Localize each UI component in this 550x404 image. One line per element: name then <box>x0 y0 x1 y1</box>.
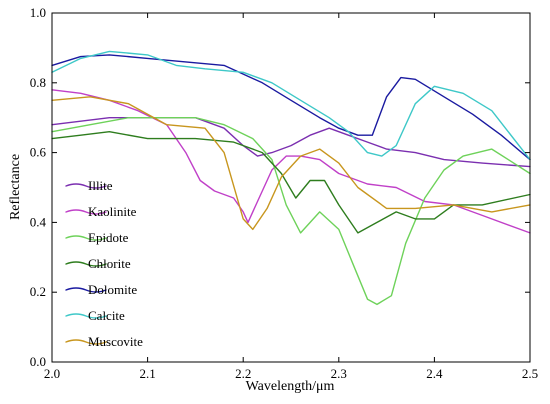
plot-frame <box>51 12 531 363</box>
legend-item-chlorite: Chlorite <box>65 256 131 271</box>
series-line-muscovite <box>51 96 531 231</box>
legend-swatch <box>65 209 107 215</box>
y-axis-label: Reflectance <box>8 154 23 220</box>
x-tick-label: 2.1 <box>139 366 155 381</box>
series-line-chlorite <box>51 131 531 234</box>
legend-item-dolomite: Dolomite <box>65 282 137 297</box>
series-line-calcite <box>51 50 531 161</box>
x-tick-label: 2.5 <box>522 366 538 381</box>
y-tick-label: 0.0 <box>30 354 46 369</box>
legend-label: Calcite <box>88 308 125 323</box>
legend-item-kaolinite: Kaolinite <box>65 204 137 219</box>
legend-item-epidote: Epidote <box>65 230 129 245</box>
x-tick-label: 2.4 <box>426 366 443 381</box>
legend-swatch <box>65 183 107 189</box>
legend-item-muscovite: Muscovite <box>65 334 143 349</box>
legend-swatch <box>65 261 107 267</box>
series-line-epidote <box>51 117 531 306</box>
x-axis-label: Wavelength/μm <box>246 379 335 394</box>
legend-label: Muscovite <box>88 334 143 349</box>
x-tick-label: 2.0 <box>44 366 60 381</box>
legend-label: Kaolinite <box>88 204 137 219</box>
legend-item-calcite: Calcite <box>65 308 125 323</box>
y-tick-label: 0.8 <box>30 75 46 90</box>
y-tick-label: 1.0 <box>30 5 46 20</box>
legend-label: Dolomite <box>88 282 137 297</box>
legend-label: Chlorite <box>88 256 131 271</box>
legend-label: Illite <box>88 178 113 193</box>
legend: Illite Kaolinite Epidote Chlorite Dolomite Ca… <box>65 178 143 349</box>
plot-area <box>51 50 531 306</box>
legend-swatch <box>65 339 107 345</box>
legend-swatch <box>65 313 107 319</box>
x-tick-label: 2.2 <box>235 366 251 381</box>
legend-item-illite: Illite <box>65 178 113 193</box>
x-tick-label: 2.3 <box>331 366 347 381</box>
y-tick-label: 0.2 <box>30 284 46 299</box>
legend-swatch <box>65 235 107 241</box>
y-tick-label: 0.6 <box>30 145 47 160</box>
series-line-dolomite <box>51 54 531 161</box>
legend-swatch <box>65 287 107 293</box>
legend-label: Epidote <box>88 230 129 245</box>
y-tick-label: 0.4 <box>30 214 47 229</box>
axes: 2.0 2.1 2.2 2.3 2.4 2.5 0.0 0.2 0.4 0.6 0.8 1.0 <box>30 5 538 381</box>
